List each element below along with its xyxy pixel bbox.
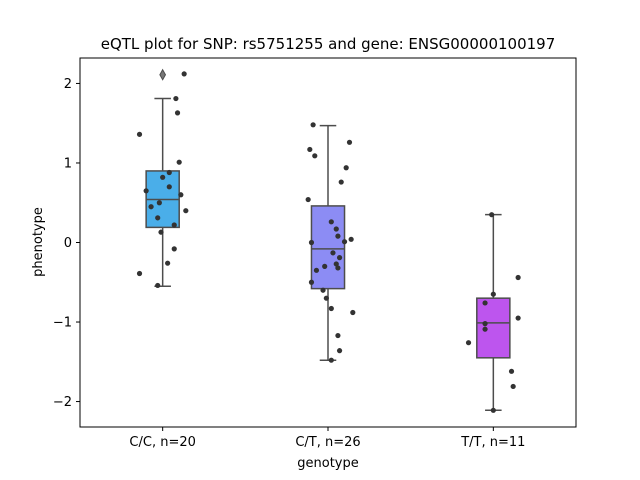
y-axis-label: phenotype <box>31 207 46 277</box>
data-point <box>330 250 336 256</box>
data-point <box>508 368 515 374</box>
strip-points-2 <box>305 122 356 363</box>
data-point <box>305 196 311 203</box>
data-point <box>348 236 354 242</box>
data-point <box>173 95 179 102</box>
data-point <box>155 215 161 221</box>
data-point <box>155 282 161 289</box>
y-tick-label: 2 <box>64 77 72 92</box>
box-group-2 <box>310 124 346 361</box>
data-point <box>350 309 356 316</box>
data-point <box>308 239 315 246</box>
data-point <box>136 131 143 137</box>
data-point <box>335 265 341 271</box>
data-point <box>341 239 348 245</box>
data-point <box>323 295 329 301</box>
y-tick-label: −1 <box>53 316 72 331</box>
data-point <box>312 153 318 159</box>
data-point <box>158 229 164 235</box>
data-point <box>328 357 334 363</box>
x-tick-label: C/T, n=26 <box>295 435 360 450</box>
data-point <box>307 146 313 153</box>
data-point <box>148 204 154 210</box>
data-point <box>313 267 320 273</box>
iqr-box <box>476 297 511 359</box>
data-point <box>181 71 187 77</box>
data-point <box>165 260 171 266</box>
data-point <box>156 200 162 206</box>
data-point <box>160 174 166 180</box>
plot-area <box>136 68 521 413</box>
data-point <box>515 274 521 281</box>
data-point <box>490 407 496 413</box>
data-point <box>328 305 334 312</box>
data-point <box>176 159 182 165</box>
x-axis-label: genotype <box>297 456 358 471</box>
data-point <box>335 332 341 339</box>
data-point <box>143 188 149 194</box>
data-point <box>482 326 488 332</box>
data-point <box>174 110 181 116</box>
y-tick-label: 1 <box>64 156 72 171</box>
data-point <box>171 246 177 252</box>
data-point <box>183 208 189 214</box>
data-point <box>515 315 521 321</box>
data-point <box>482 300 488 306</box>
data-point <box>465 340 472 346</box>
data-point <box>489 212 495 218</box>
data-point <box>336 348 343 354</box>
data-point <box>322 263 328 269</box>
data-point <box>333 226 339 232</box>
data-point <box>320 287 326 293</box>
data-point <box>338 179 344 185</box>
data-point <box>171 222 177 228</box>
strip-points-1 <box>136 71 189 289</box>
data-point <box>490 291 496 297</box>
outlier-marker <box>159 68 167 81</box>
data-point <box>166 184 172 190</box>
y-axis: −2 −1 0 1 2 <box>53 77 80 410</box>
data-point <box>166 169 172 176</box>
data-point <box>346 139 353 145</box>
x-tick-label: C/C, n=20 <box>129 435 195 450</box>
x-tick-label: T/T, n=11 <box>460 435 525 450</box>
data-point <box>308 279 315 285</box>
chart-title: eQTL plot for SNP: rs5751255 and gene: E… <box>101 35 556 53</box>
y-tick-label: 0 <box>64 236 72 251</box>
x-axis: C/C, n=20 C/T, n=26 T/T, n=11 <box>129 427 525 450</box>
data-point <box>336 255 343 261</box>
box-group-1 <box>145 68 180 287</box>
data-point <box>328 219 334 225</box>
data-point <box>333 261 339 267</box>
strip-points-3 <box>465 212 521 413</box>
y-tick-label: −2 <box>53 395 72 410</box>
data-point <box>310 122 316 128</box>
data-point <box>482 321 488 327</box>
data-point <box>178 192 184 198</box>
data-point <box>335 233 341 239</box>
data-point <box>510 383 516 390</box>
data-point <box>136 270 143 277</box>
iqr-box <box>310 205 346 290</box>
box-group-3 <box>476 213 511 412</box>
data-point <box>343 165 349 171</box>
